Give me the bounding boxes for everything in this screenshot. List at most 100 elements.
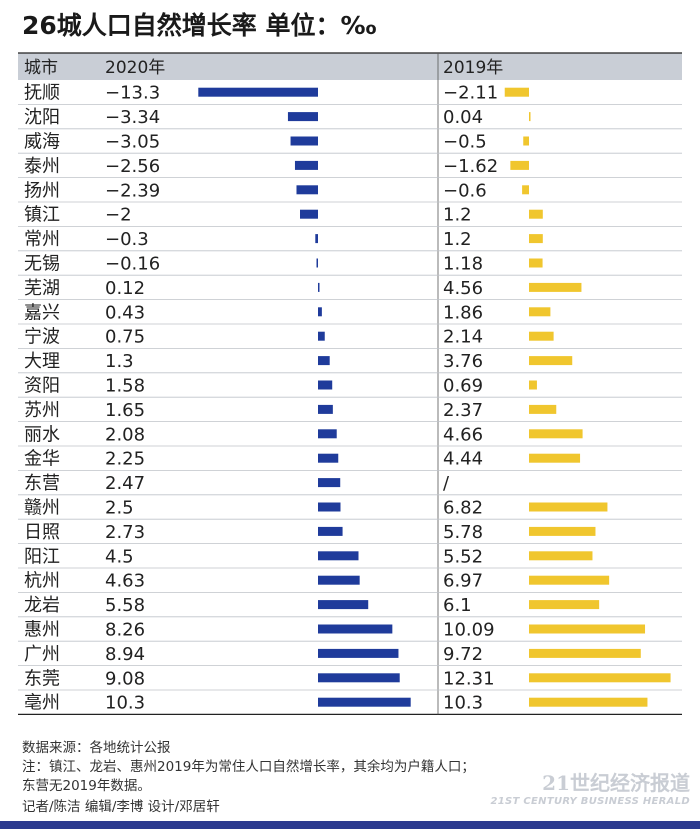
footnote-line-1: 注：镇江、龙岩、惠州2019年为常住人口自然增长率，其余均为户籍人口； — [22, 759, 475, 775]
city-label: 常州 — [24, 229, 60, 250]
city-label: 沈阳 — [24, 107, 60, 128]
city-label: 赣州 — [24, 498, 60, 519]
bar-2020 — [318, 697, 411, 707]
value-2019-label: 9.72 — [443, 644, 483, 665]
city-label: 杭州 — [24, 571, 60, 592]
value-2019-label: 3.76 — [443, 351, 483, 372]
value-2019-label: 12.31 — [443, 668, 495, 689]
city-label: 广州 — [24, 644, 60, 665]
city-label: 扬州 — [24, 180, 60, 201]
bar-2020 — [318, 551, 359, 561]
value-2020-label: −3.05 — [105, 132, 160, 153]
bar-2020 — [318, 575, 360, 585]
bar-2020 — [318, 648, 399, 658]
bar-2019 — [529, 282, 582, 292]
bar-2020 — [318, 453, 339, 463]
source-note: 数据来源：各地统计公报 — [22, 740, 171, 756]
bar-2020 — [318, 478, 341, 488]
bar-2019 — [504, 87, 529, 97]
bar-2019 — [522, 185, 529, 195]
value-2019-label: 2.14 — [443, 327, 483, 348]
bar-2020 — [300, 209, 318, 219]
bar-2019 — [529, 624, 646, 634]
bar-2019 — [529, 234, 543, 244]
city-label: 宁波 — [24, 327, 60, 348]
value-2020-label: 0.75 — [105, 327, 145, 348]
bar-2020 — [318, 404, 333, 414]
value-2019-label: 0.04 — [443, 107, 483, 128]
city-label: 东莞 — [24, 668, 60, 689]
bar-2020 — [294, 160, 318, 170]
bar-2019 — [529, 258, 543, 268]
bar-2019 — [523, 136, 529, 146]
value-2020-label: −3.34 — [105, 107, 160, 128]
value-2019-label: 5.78 — [443, 522, 483, 543]
bar-2020 — [318, 331, 325, 341]
value-2020-label: 0.43 — [105, 302, 145, 323]
bar-2020 — [287, 112, 318, 122]
bar-2019 — [529, 209, 543, 219]
value-2019-label: −2.11 — [443, 83, 498, 104]
bar-2019 — [529, 648, 641, 658]
value-2020-label: −0.16 — [105, 254, 160, 275]
value-2019-label: 4.56 — [443, 278, 483, 299]
bar-2019 — [529, 551, 593, 561]
bar-2019 — [529, 673, 671, 683]
bar-2019 — [529, 502, 608, 512]
bar-2020 — [318, 380, 333, 390]
value-2020-label: 2.73 — [105, 522, 145, 543]
city-label: 抚顺 — [24, 83, 60, 104]
city-label: 丽水 — [24, 424, 60, 445]
city-label: 威海 — [24, 132, 60, 153]
value-2019-label: 10.09 — [443, 620, 495, 641]
bar-2020 — [318, 624, 393, 634]
header-row-background — [18, 53, 682, 80]
city-label: 亳州 — [24, 693, 60, 714]
value-2019-label: 1.86 — [443, 302, 483, 323]
value-2019-label: 10.3 — [443, 693, 483, 714]
city-label: 大理 — [24, 351, 60, 372]
value-2020-label: 2.5 — [105, 498, 134, 519]
city-label: 嘉兴 — [24, 302, 60, 323]
value-2019-label: 4.66 — [443, 424, 483, 445]
bar-2019 — [529, 429, 583, 439]
city-label: 镇江 — [24, 205, 60, 226]
bar-2019 — [529, 112, 531, 122]
bar-2019 — [529, 331, 554, 341]
value-2020-label: 8.94 — [105, 644, 145, 665]
bottom-accent-bar — [0, 821, 700, 829]
value-2020-label: 4.5 — [105, 546, 134, 567]
value-2019-label: 1.2 — [443, 229, 472, 250]
bar-2020 — [318, 307, 322, 317]
header-2019: 2019年 — [443, 58, 503, 78]
bar-2019 — [529, 307, 551, 317]
value-2020-label: 5.58 — [105, 595, 145, 616]
value-2020-label: 1.58 — [105, 376, 145, 397]
publisher-logo: 21世纪经济报道 21ST CENTURY BUSINESS HERALD — [490, 767, 690, 807]
publisher-logo-cn: 21世纪经济报道 — [542, 771, 690, 795]
value-2020-label: 1.65 — [105, 400, 145, 421]
bar-2019 — [529, 356, 573, 366]
header-city: 城市 — [24, 58, 58, 78]
value-2019-label: −0.5 — [443, 132, 487, 153]
bar-2020 — [290, 136, 318, 146]
value-2019-label: 1.18 — [443, 254, 483, 275]
value-2019-label: −0.6 — [443, 180, 487, 201]
value-2019-label: 6.1 — [443, 595, 472, 616]
value-2020-label: 2.25 — [105, 449, 145, 470]
value-2019-label: 4.44 — [443, 449, 483, 470]
value-2020-label: 1.3 — [105, 351, 134, 372]
value-2019-label: 0.69 — [443, 376, 483, 397]
value-2020-label: 4.63 — [105, 571, 145, 592]
value-2019-label: −1.62 — [443, 156, 498, 177]
value-2020-label: −2 — [105, 205, 132, 226]
value-2020-label: −2.39 — [105, 180, 160, 201]
city-label: 苏州 — [24, 400, 60, 421]
bar-2020 — [318, 282, 320, 292]
city-label: 东营 — [24, 473, 60, 494]
publisher-logo-en: 21ST CENTURY BUSINESS HERALD — [490, 796, 690, 807]
value-2019-label: 1.2 — [443, 205, 472, 226]
city-label: 惠州 — [24, 620, 60, 641]
value-2019-label: / — [443, 473, 450, 494]
bar-2020 — [318, 526, 343, 536]
